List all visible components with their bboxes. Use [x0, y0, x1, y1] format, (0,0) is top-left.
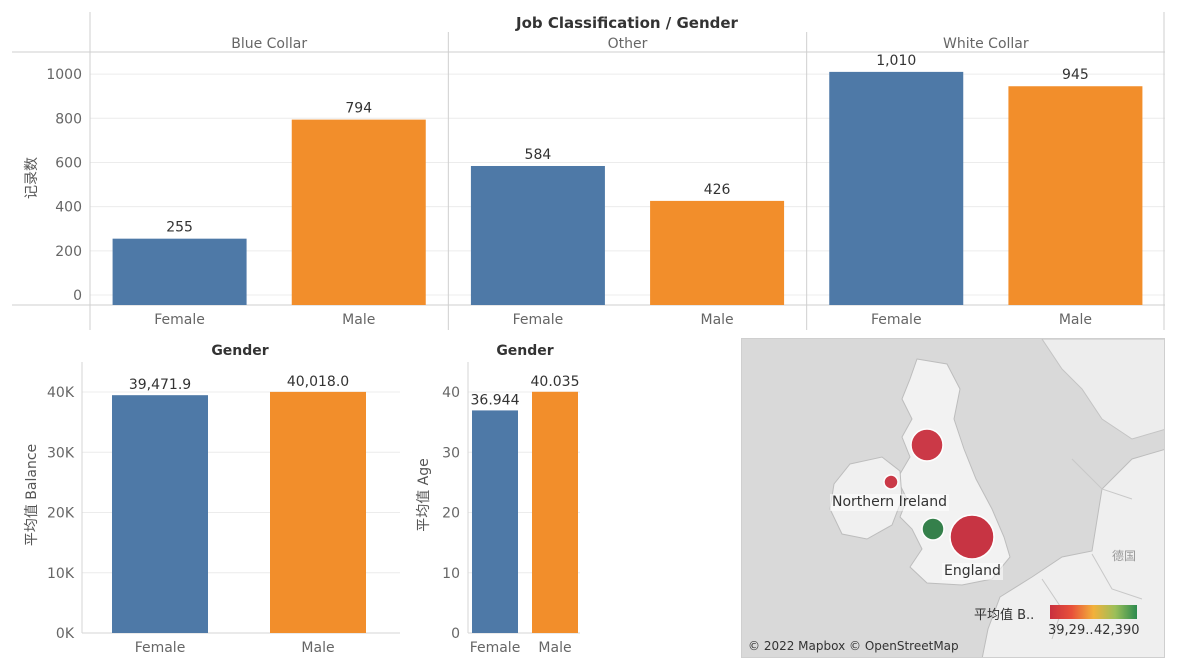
y-tick-label: 20K: [47, 506, 75, 522]
y-tick-label: 40K: [47, 385, 75, 401]
y-tick-label: 0K: [56, 626, 75, 642]
map-credit: © 2022 Mapbox © OpenStreetMap: [748, 639, 959, 653]
x-tick-label: Male: [1059, 312, 1092, 328]
legend-max-label: 42,390: [1094, 623, 1140, 638]
germany-label: 德国: [1112, 549, 1137, 563]
panel-header: Other: [608, 36, 648, 52]
data-label: 1,010: [876, 53, 916, 69]
bar-male: [650, 200, 785, 305]
bar-male: [1008, 86, 1143, 305]
age-bar-chart: Gender 平均值 Age 0 10 20 30 40 36.944 Female 40.0…: [416, 343, 580, 656]
y-tick-label: 40: [442, 385, 460, 401]
bar-female: [112, 238, 247, 305]
y-axis-title: 记录数: [24, 157, 40, 199]
map-point: [910, 428, 944, 462]
england-label: England: [942, 563, 1003, 580]
y-tick-label: 800: [55, 111, 82, 127]
balance-map[interactable]: Northern Ireland England 德国 平均值 B.. 39,2…: [741, 338, 1165, 658]
y-tick-label: 0: [73, 288, 82, 304]
y-tick-label: 30K: [47, 445, 75, 461]
x-tick-label: Female: [470, 640, 521, 656]
y-tick-label: 10: [442, 566, 460, 582]
bar-female: [472, 410, 518, 633]
balance-y-axis-title: 平均值 Balance: [24, 444, 40, 546]
x-tick-label: Female: [154, 312, 205, 328]
y-tick-label: 30: [442, 445, 460, 461]
legend-title: 平均值 B..: [974, 608, 1035, 623]
data-label: 40,018.0: [287, 374, 349, 390]
x-tick-label: Male: [301, 640, 334, 656]
age-y-axis-title: 平均值 Age: [416, 458, 432, 532]
y-tick-label: 20: [442, 506, 460, 522]
data-label: 426: [704, 182, 731, 198]
bar-female: [470, 165, 605, 305]
bar-male: [270, 391, 366, 633]
data-label: 40.035: [531, 374, 580, 390]
y-tick-label: 10K: [47, 566, 75, 582]
bar-female: [829, 71, 964, 305]
legend-min-label: 39,29..: [1048, 623, 1094, 638]
y-tick-label: 200: [55, 244, 82, 260]
bar-male: [532, 391, 578, 633]
bar-female: [112, 395, 208, 633]
chart-title: Job Classification / Gender: [515, 14, 739, 32]
x-tick-label: Female: [871, 312, 922, 328]
bar-male: [291, 119, 426, 306]
data-label: 945: [1062, 67, 1089, 83]
map-point: [949, 514, 995, 560]
map-point: [883, 474, 899, 490]
data-label: 584: [525, 147, 552, 163]
data-label: 36.944: [471, 392, 520, 408]
y-tick-label: 600: [55, 155, 82, 171]
x-tick-label: Male: [700, 312, 733, 328]
x-tick-label: Female: [513, 312, 564, 328]
northern-ireland-label: Northern Ireland: [830, 494, 950, 511]
data-label: 794: [345, 101, 372, 117]
x-tick-label: Male: [538, 640, 571, 656]
job-gender-bar-chart: Job Classification / Gender 记录数 0 200 400 6…: [12, 12, 1165, 330]
y-tick-label: 1000: [46, 67, 82, 83]
panel-header: White Collar: [943, 36, 1029, 52]
balance-chart-title: Gender: [211, 343, 268, 359]
color-legend-bar: [1050, 605, 1137, 619]
y-tick-label: 0: [451, 626, 460, 642]
x-tick-label: Female: [135, 640, 186, 656]
data-label: 39,471.9: [129, 377, 191, 393]
balance-bar-chart: Gender 平均值 Balance 0K 10K 20K 30K 40K 39,471.…: [24, 343, 400, 656]
y-tick-label: 400: [55, 200, 82, 216]
northern-landmass: [1041, 339, 1164, 440]
x-tick-label: Male: [342, 312, 375, 328]
data-label: 255: [166, 220, 193, 236]
panel-header: Blue Collar: [231, 36, 307, 52]
age-chart-title: Gender: [496, 343, 553, 359]
map-point: [921, 517, 945, 541]
map-canvas: [742, 339, 1164, 657]
